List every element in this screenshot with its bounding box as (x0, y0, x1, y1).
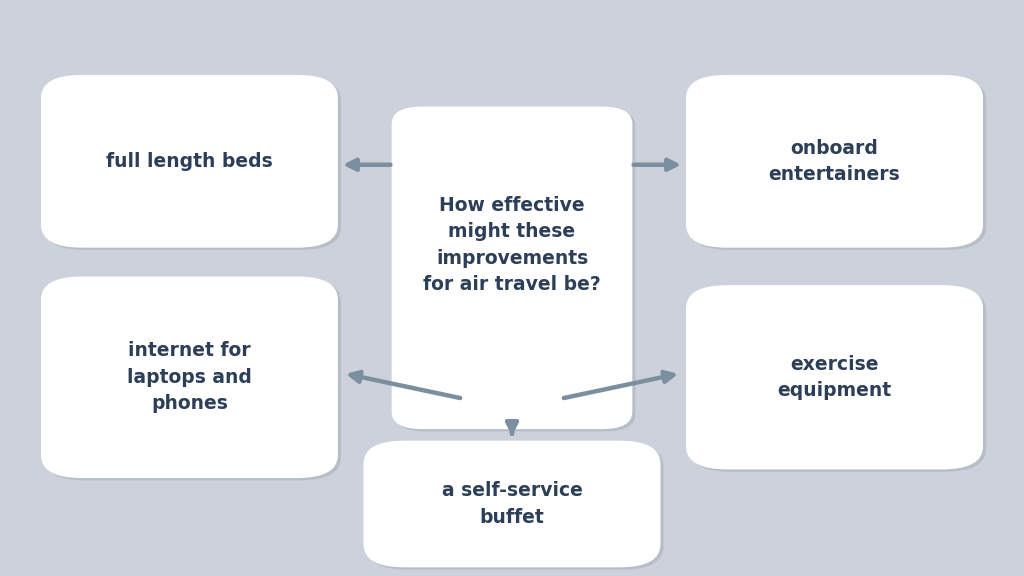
FancyBboxPatch shape (686, 285, 983, 469)
FancyBboxPatch shape (391, 107, 632, 429)
Text: a self-service
buffet: a self-service buffet (441, 482, 583, 526)
Text: full length beds: full length beds (106, 152, 272, 170)
Text: internet for
laptops and
phones: internet for laptops and phones (127, 341, 252, 414)
FancyBboxPatch shape (689, 77, 986, 250)
FancyBboxPatch shape (689, 287, 986, 472)
FancyBboxPatch shape (395, 109, 635, 431)
Text: How effective
might these
improvements
for air travel be?: How effective might these improvements f… (423, 195, 601, 294)
FancyBboxPatch shape (364, 441, 660, 567)
FancyBboxPatch shape (367, 443, 664, 570)
FancyBboxPatch shape (44, 77, 341, 250)
FancyBboxPatch shape (686, 75, 983, 248)
Text: exercise
equipment: exercise equipment (777, 355, 892, 400)
FancyBboxPatch shape (44, 279, 341, 480)
FancyBboxPatch shape (41, 276, 338, 478)
FancyBboxPatch shape (41, 75, 338, 248)
Text: onboard
entertainers: onboard entertainers (769, 139, 900, 184)
